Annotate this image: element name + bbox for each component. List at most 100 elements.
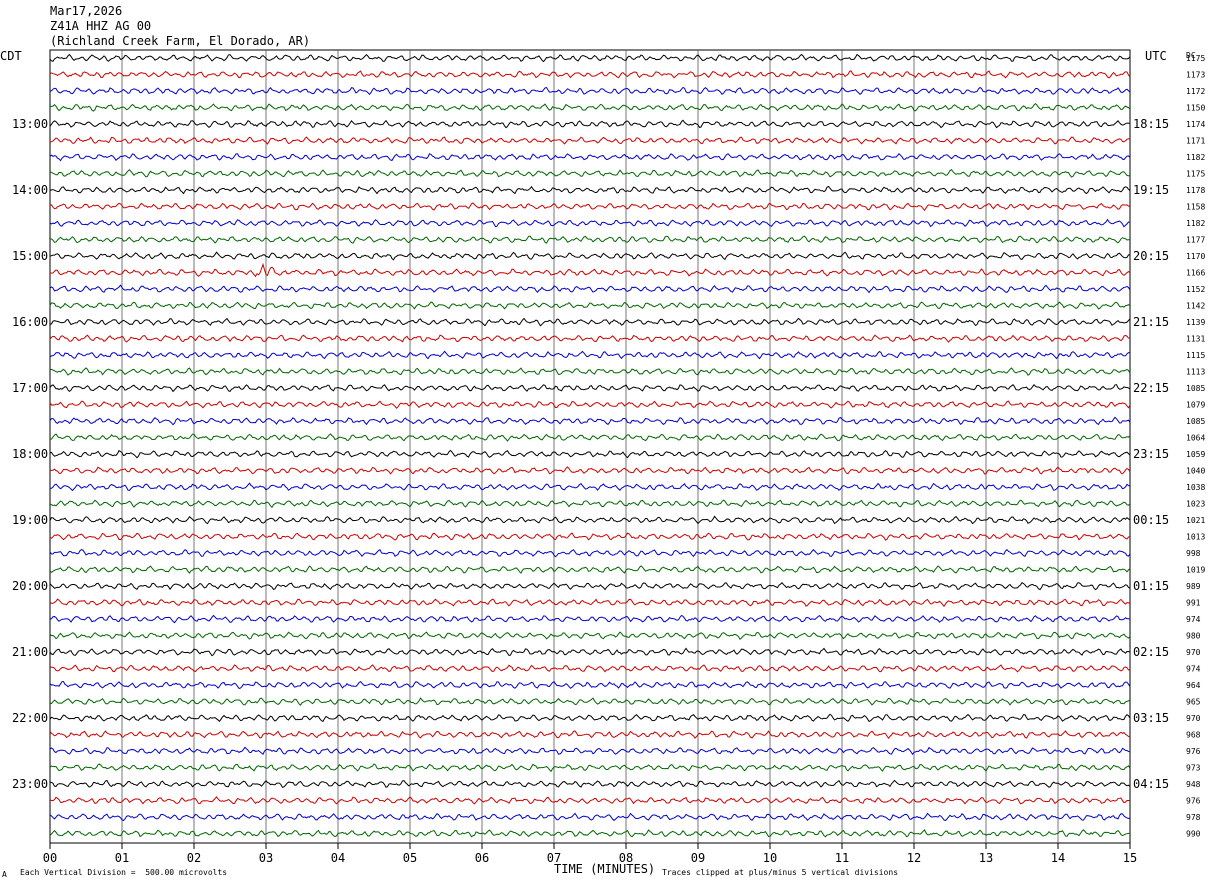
trace-27	[49, 499, 1131, 509]
trace-39	[49, 697, 1131, 706]
trace-17	[49, 334, 1131, 343]
trace-11	[49, 235, 1131, 244]
right-hour-label: 20:15	[1133, 249, 1169, 263]
dc-offset-label: 964	[1186, 681, 1201, 690]
right-hour-label: 21:15	[1133, 315, 1169, 329]
right-hour-label: 01:15	[1133, 579, 1169, 593]
left-hour-label: 22:00	[12, 711, 48, 725]
dc-offset-label: 1085	[1186, 384, 1205, 393]
dc-offset-label: 1142	[1186, 302, 1205, 311]
dc-offset-label: 1013	[1186, 533, 1205, 542]
trace-24	[49, 449, 1131, 459]
trace-3	[49, 102, 1131, 112]
x-tick-label: 12	[907, 851, 921, 865]
dc-offset-label: 948	[1186, 780, 1201, 789]
trace-33	[49, 598, 1131, 608]
trace-37	[49, 664, 1131, 673]
dc-offset-label: 970	[1186, 714, 1201, 723]
trace-5	[49, 136, 1131, 145]
left-hour-label: 18:00	[12, 447, 48, 461]
x-tick-label: 04	[331, 851, 345, 865]
trace-47	[49, 829, 1131, 838]
right-hour-label: 18:15	[1133, 117, 1169, 131]
dc-offset-label: 1038	[1186, 483, 1205, 492]
dc-offset-label: 1173	[1186, 71, 1205, 80]
x-tick-label: 06	[475, 851, 489, 865]
trace-19	[49, 367, 1131, 376]
x-tick-label: 07	[547, 851, 561, 865]
dc-offset-label: 1064	[1186, 434, 1205, 443]
trace-34	[49, 614, 1131, 624]
header-station: Z41A HHZ AG 00	[50, 19, 152, 33]
right-timezone-label: UTC	[1145, 49, 1167, 63]
left-hour-label: 16:00	[12, 315, 48, 329]
trace-8	[49, 185, 1131, 195]
trace-32	[49, 582, 1131, 591]
scale-note: Each Vertical Division = 500.00 microvol…	[20, 868, 228, 877]
dc-offset-label: 1139	[1186, 318, 1205, 327]
trace-18	[49, 350, 1131, 360]
dc-offset-label: 1182	[1186, 219, 1205, 228]
dc-offset-label: 1172	[1186, 87, 1205, 96]
dc-offset-label: 1040	[1186, 467, 1205, 476]
dc-offset-label: 1023	[1186, 500, 1205, 509]
trace-35	[49, 631, 1131, 640]
right-hour-label: 03:15	[1133, 711, 1169, 725]
trace-42	[49, 746, 1131, 756]
trace-23	[49, 433, 1131, 442]
dc-offset-label: 970	[1186, 648, 1201, 657]
trace-40	[49, 713, 1131, 723]
dc-offset-label: 1085	[1186, 417, 1205, 426]
right-hour-label: 00:15	[1133, 513, 1169, 527]
dc-offset-label: 976	[1186, 797, 1201, 806]
trace-16	[49, 317, 1131, 327]
right-hour-label: 19:15	[1133, 183, 1169, 197]
dc-offset-label: 968	[1186, 731, 1201, 740]
x-axis-label: TIME (MINUTES)	[554, 862, 656, 876]
trace-43	[49, 763, 1131, 773]
dc-offset-label: 1171	[1186, 137, 1205, 146]
dc-offset-label: 1177	[1186, 236, 1205, 245]
left-timezone-label: CDT	[0, 49, 22, 63]
trace-30	[49, 549, 1131, 558]
dc-offset-label: 989	[1186, 582, 1201, 591]
dc-offset-label: 1175	[1186, 170, 1205, 179]
right-hour-label: 02:15	[1133, 645, 1169, 659]
trace-41	[49, 730, 1131, 740]
dc-offset-label: 1170	[1186, 252, 1205, 261]
dc-offset-label: 1174	[1186, 120, 1205, 129]
trace-29	[49, 532, 1131, 541]
left-hour-label: 13:00	[12, 117, 48, 131]
dc-offset-label: 1059	[1186, 450, 1205, 459]
dc-offset-label: 991	[1186, 599, 1201, 608]
x-tick-label: 13	[979, 851, 993, 865]
trace-46	[49, 812, 1131, 822]
dc-column-label: DC	[1186, 51, 1196, 60]
left-hour-label: 19:00	[12, 513, 48, 527]
header-location: (Richland Creek Farm, El Dorado, AR)	[50, 34, 311, 48]
trace-13	[49, 262, 1131, 278]
trace-26	[49, 482, 1131, 492]
x-tick-label: 15	[1123, 851, 1137, 865]
plot-frame	[49, 49, 1131, 844]
dc-offset-label: 1166	[1186, 269, 1205, 278]
dc-offset-label: 974	[1186, 665, 1201, 674]
dc-offset-label: 976	[1186, 747, 1201, 756]
left-hour-label: 14:00	[12, 183, 48, 197]
dc-offset-label: 1158	[1186, 203, 1205, 212]
dc-offset-label: 1079	[1186, 401, 1205, 410]
trace-15	[49, 301, 1131, 310]
trace-4	[49, 119, 1131, 129]
dc-offset-label: 974	[1186, 615, 1201, 624]
right-hour-label: 04:15	[1133, 777, 1169, 791]
left-hour-label: 21:00	[12, 645, 48, 659]
x-tick-label: 10	[763, 851, 777, 865]
left-hour-label: 17:00	[12, 381, 48, 395]
trace-10	[49, 218, 1131, 228]
dc-offset-label: 1113	[1186, 368, 1205, 377]
trace-12	[49, 251, 1131, 261]
right-hour-label: 22:15	[1133, 381, 1169, 395]
dc-offset-label: 990	[1186, 830, 1201, 839]
dc-offset-label: 1115	[1186, 351, 1205, 360]
